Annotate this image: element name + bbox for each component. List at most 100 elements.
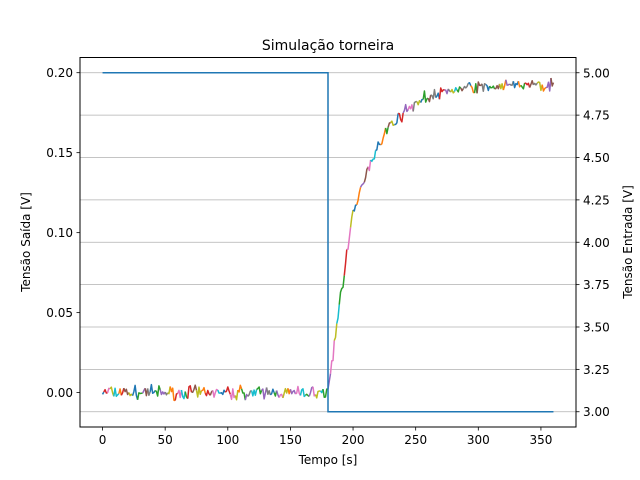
output-series-segment <box>220 389 226 396</box>
output-series-segment <box>224 386 232 395</box>
output-series-segment <box>289 388 297 395</box>
output-series-segment <box>444 88 449 95</box>
chart-title: Simulação torneira <box>262 38 394 54</box>
y-left-tick-label: 0.00 <box>46 386 73 400</box>
output-series-segment <box>159 389 166 396</box>
output-series-segment <box>154 385 161 397</box>
x-axis-label: Tempo [s] <box>298 453 358 467</box>
x-tick-label: 250 <box>404 433 427 447</box>
output-series-segment <box>545 77 552 92</box>
y-right-tick-label: 4.50 <box>583 151 610 165</box>
input-series-line <box>102 72 554 413</box>
y-right-tick-label: 4.75 <box>583 109 610 123</box>
output-series-segment <box>422 90 429 103</box>
input-series-group <box>102 72 554 413</box>
output-series-segment <box>430 88 437 100</box>
output-series-segment <box>128 392 134 397</box>
x-axis: 0 50 100 150 200 250 300 350 <box>99 427 552 447</box>
y-left-tick-label: 0.05 <box>46 306 73 320</box>
x-tick-label: 0 <box>99 433 107 447</box>
output-series-segment <box>180 389 186 400</box>
output-series-segment <box>204 389 211 397</box>
output-series-segment <box>101 391 105 395</box>
y-right-tick-label: 4.00 <box>583 236 610 250</box>
output-series-segment <box>390 120 395 127</box>
output-series-segment <box>536 81 543 92</box>
y-right-tick-label: 3.50 <box>583 320 610 334</box>
output-series-segment <box>541 84 547 92</box>
output-series-segment <box>338 275 346 305</box>
output-series-segment <box>136 392 143 400</box>
output-series-segment <box>186 385 193 399</box>
output-series-segment <box>498 83 505 91</box>
y-right-tick-label: 3.75 <box>583 278 610 292</box>
output-series-segment <box>462 83 469 90</box>
output-series-segment <box>502 79 507 91</box>
output-series-segment <box>333 323 338 341</box>
output-series-segment <box>476 81 483 94</box>
output-series-segment <box>370 150 377 163</box>
output-series-segment <box>387 121 391 128</box>
y-right-tick-label: 3.00 <box>583 405 610 419</box>
output-series-segment <box>402 103 409 114</box>
output-series-segment <box>468 82 472 86</box>
output-series-segment <box>532 82 538 86</box>
output-series-segment <box>261 387 268 400</box>
y-axis-left: 0.00 0.05 0.10 0.15 0.20 <box>46 66 80 400</box>
y-right-tick-label: 5.00 <box>583 66 610 80</box>
output-series-segment <box>550 77 555 87</box>
x-tick-label: 50 <box>158 433 173 447</box>
output-series-segment <box>359 181 365 188</box>
output-series-segment <box>407 104 414 112</box>
x-tick-label: 150 <box>279 433 302 447</box>
output-series-segment <box>438 87 445 100</box>
output-series-segment <box>412 100 418 112</box>
output-series-segment <box>287 388 292 395</box>
y-axis-right-label: Tensão Entrada [V] <box>621 185 635 300</box>
output-series-segment <box>144 388 149 397</box>
output-series-segment <box>167 386 171 395</box>
output-series-segment <box>113 387 120 398</box>
y-left-tick-label: 0.10 <box>46 226 73 240</box>
output-series-segment <box>229 388 236 401</box>
output-series-segment <box>384 127 389 135</box>
output-series-segment <box>367 159 372 172</box>
output-series-segment <box>419 98 424 103</box>
output-series-segment <box>349 209 354 228</box>
output-series-segment <box>295 385 302 396</box>
output-series-segment <box>217 389 221 394</box>
output-series-segment <box>524 82 531 88</box>
output-series-segment <box>481 83 487 93</box>
output-series-segment <box>177 389 183 399</box>
output-series-segment <box>352 204 358 212</box>
output-series-segment <box>380 127 387 146</box>
output-series-segment <box>343 249 348 276</box>
output-series-segment <box>123 387 130 396</box>
output-series-segment <box>201 386 206 394</box>
output-series-segment <box>174 392 179 401</box>
output-series-segment <box>363 166 369 183</box>
output-series-segment <box>329 340 336 374</box>
output-series-segment <box>118 388 123 396</box>
output-series-segment <box>394 113 399 126</box>
output-series-segment <box>505 79 511 86</box>
output-series-segment <box>109 386 115 397</box>
output-series-segment <box>169 386 176 402</box>
output-series-segment <box>149 383 156 394</box>
x-tick-label: 350 <box>529 433 552 447</box>
output-series-segment <box>435 92 441 100</box>
output-series-segment <box>234 390 239 401</box>
output-series-segment <box>397 112 404 123</box>
y-axis-right: 3.00 3.25 3.50 3.75 4.00 4.25 4.50 4.75 5.00 <box>576 66 610 419</box>
output-series-segment <box>269 388 275 396</box>
output-series-segment <box>473 83 478 94</box>
y-axis-left-label: Tensão Saída [V] <box>19 192 33 293</box>
output-series-segment <box>528 79 535 88</box>
output-series-segment <box>278 393 284 399</box>
output-series-segment <box>356 187 362 206</box>
output-series-segment <box>453 86 458 92</box>
output-series-segment <box>520 82 526 90</box>
output-series-segment <box>494 83 501 90</box>
